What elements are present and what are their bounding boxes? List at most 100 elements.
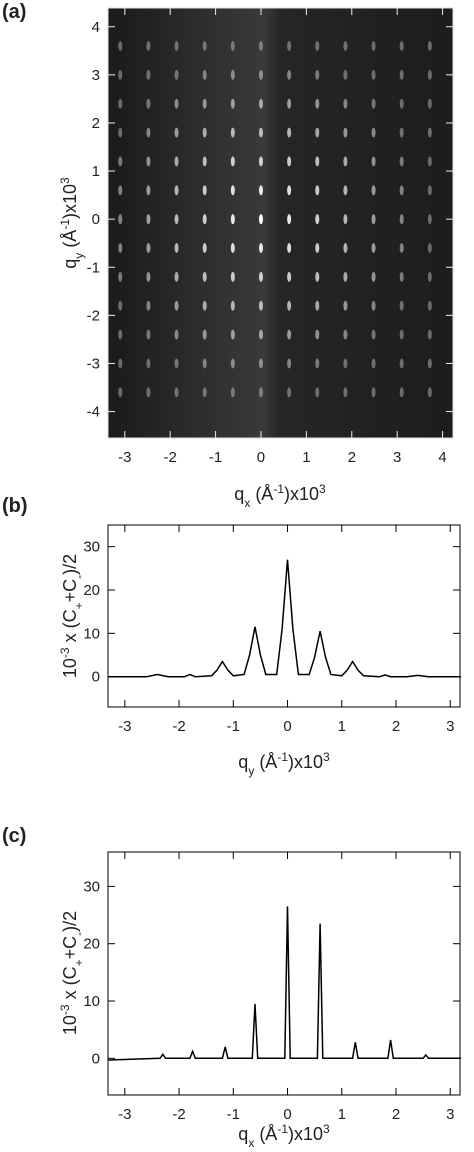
diffraction-spot (146, 69, 151, 80)
diffraction-spot (118, 358, 123, 369)
diffraction-spot (230, 127, 235, 138)
y-axis-label: 10-3 x (C++C-)/2 (58, 554, 86, 678)
diffraction-spot (287, 271, 292, 282)
diffraction-spot (343, 271, 348, 282)
diffraction-spot (174, 185, 179, 196)
diffraction-spot (258, 98, 263, 109)
y-tick-label: 4 (92, 19, 100, 36)
diffraction-spot (230, 185, 235, 196)
diffraction-spot (202, 69, 207, 80)
diffraction-spot (230, 243, 235, 254)
diffraction-spot (174, 300, 179, 311)
diffraction-spot (174, 243, 179, 254)
diffraction-spot (118, 69, 123, 80)
diffraction-spot (258, 300, 263, 311)
diffraction-spot (315, 40, 320, 51)
diffraction-spot (118, 185, 123, 196)
diffraction-spot (230, 271, 235, 282)
x-tick-label: -2 (172, 718, 185, 735)
diffraction-spot (202, 185, 207, 196)
diffraction-spot (371, 358, 376, 369)
diffraction-spot (343, 358, 348, 369)
y-tick-label: 0 (92, 1050, 100, 1067)
diffraction-spot (287, 243, 292, 254)
diffraction-spot (230, 358, 235, 369)
diffraction-spot (202, 329, 207, 340)
diffraction-spot (258, 358, 263, 369)
diffraction-spot (427, 98, 432, 109)
diffraction-spot (118, 40, 123, 51)
diffraction-spot (371, 387, 376, 398)
y-tick-label: 10 (83, 993, 100, 1010)
diffraction-spot (343, 40, 348, 51)
diffraction-spot (399, 98, 404, 109)
diffraction-spot (174, 69, 179, 80)
x-tick-label: -1 (209, 449, 222, 466)
x-tick-label: 2 (348, 449, 356, 466)
x-tick-label: 2 (392, 718, 400, 735)
diffraction-spot (399, 271, 404, 282)
diffraction-spot (371, 156, 376, 167)
x-tick-label: 0 (283, 1106, 291, 1123)
diffraction-spot (427, 300, 432, 311)
x-tick-label: -2 (172, 1106, 185, 1123)
panel-label: (a) (2, 1, 26, 23)
y-tick-label: 2 (92, 115, 100, 132)
diffraction-spot (202, 271, 207, 282)
diffraction-spot (315, 271, 320, 282)
x-tick-label: -3 (118, 1106, 131, 1123)
diffraction-spot (118, 243, 123, 254)
diffraction-spot (202, 127, 207, 138)
diffraction-spot (315, 98, 320, 109)
y-tick-label: -1 (87, 259, 100, 276)
y-tick-label: -4 (87, 404, 100, 421)
diffraction-spot (146, 271, 151, 282)
diffraction-spot (343, 329, 348, 340)
diffraction-spot (258, 243, 263, 254)
diffraction-spot (371, 243, 376, 254)
diffraction-spot (118, 156, 123, 167)
diffraction-spot (399, 127, 404, 138)
diffraction-spot (118, 127, 123, 138)
x-tick-label: -3 (118, 718, 131, 735)
y-tick-label: -2 (87, 307, 100, 324)
diffraction-spot (315, 358, 320, 369)
diffraction-spot (371, 300, 376, 311)
diffraction-spot (118, 300, 123, 311)
diffraction-spot (146, 358, 151, 369)
diffraction-spot (287, 156, 292, 167)
diffraction-spot (399, 387, 404, 398)
diffraction-spot (230, 156, 235, 167)
x-tick-label: 3 (446, 1106, 454, 1123)
diffraction-spot (230, 69, 235, 80)
diffraction-spot (371, 98, 376, 109)
diffraction-spot (315, 243, 320, 254)
diffraction-spot (146, 40, 151, 51)
diffraction-spot (230, 40, 235, 51)
diffraction-spot (371, 329, 376, 340)
x-tick-label: -2 (164, 449, 177, 466)
diffraction-spot (258, 329, 263, 340)
diffraction-spot (202, 40, 207, 51)
diffraction-spot (174, 358, 179, 369)
diffraction-spot (258, 185, 263, 196)
diffraction-spot (399, 300, 404, 311)
diffraction-spot (174, 271, 179, 282)
x-tick-label: 1 (338, 718, 346, 735)
diffraction-spot (287, 358, 292, 369)
diffraction-spot (371, 214, 376, 225)
diffraction-spot (315, 214, 320, 225)
y-tick-label: 0 (92, 669, 100, 686)
diffraction-spot (258, 387, 263, 398)
x-tick-label: -1 (227, 1106, 240, 1123)
diffraction-spot (202, 387, 207, 398)
y-axis-label: qy (Å-1)x103 (58, 177, 86, 269)
diffraction-spot (146, 127, 151, 138)
y-tick-label: 1 (92, 163, 100, 180)
y-tick-label: 20 (83, 936, 100, 953)
diffraction-spot (287, 300, 292, 311)
y-tick-label: 20 (83, 582, 100, 599)
plot-area (107, 851, 461, 1096)
x-tick-label: 0 (283, 718, 291, 735)
